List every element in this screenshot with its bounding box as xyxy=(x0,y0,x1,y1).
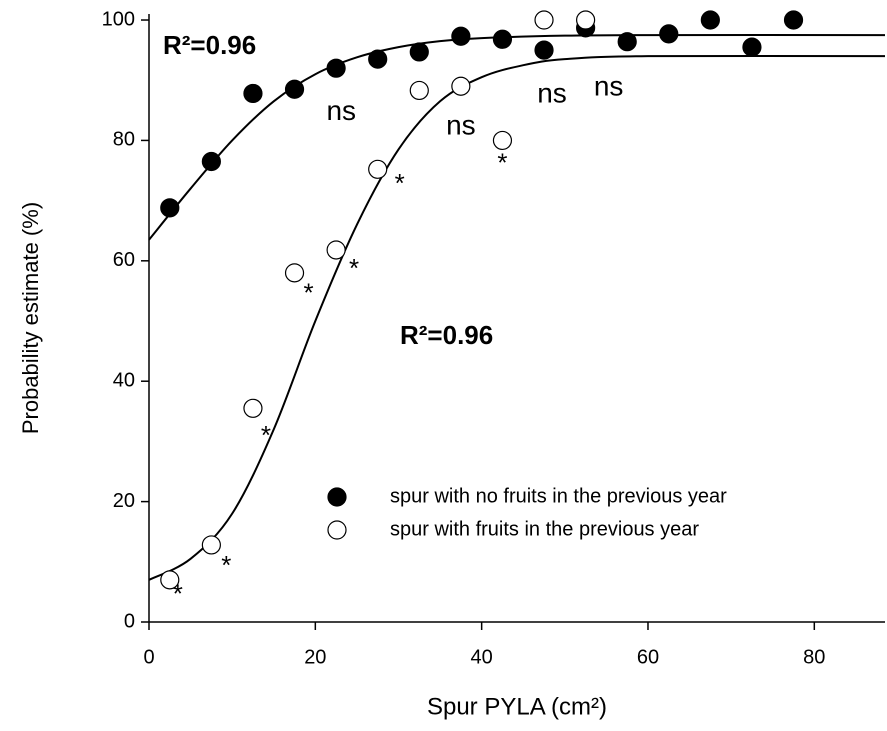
data-point xyxy=(284,263,305,283)
data-point xyxy=(409,80,429,101)
y-tick-label: 100 xyxy=(102,8,135,30)
annotation: R²=0.96 xyxy=(163,30,256,60)
significance-label: ns xyxy=(594,70,624,101)
annotation: R²=0.96 xyxy=(400,320,493,350)
data-point xyxy=(492,130,513,151)
significance-label: ns xyxy=(537,77,567,108)
data-point xyxy=(783,10,804,30)
data-point xyxy=(617,32,637,52)
y-tick-label: 0 xyxy=(124,610,135,632)
significance-label: * xyxy=(349,253,359,283)
significance-label: * xyxy=(173,579,183,609)
significance-label: * xyxy=(261,420,271,450)
data-point xyxy=(451,76,471,96)
data-point xyxy=(201,535,221,555)
x-tick-label: 20 xyxy=(304,646,326,668)
significance-label: * xyxy=(303,278,313,308)
data-point xyxy=(534,10,554,30)
y-tick-label: 80 xyxy=(113,129,135,151)
legend-label: spur with no fruits in the previous year xyxy=(390,485,727,507)
data-point xyxy=(534,40,554,60)
significance-label: * xyxy=(221,550,231,580)
x-axis-label: Spur PYLA (cm²) xyxy=(427,693,607,720)
x-tick-label: 40 xyxy=(471,646,493,668)
y-tick-label: 20 xyxy=(113,490,135,512)
data-point xyxy=(243,398,263,418)
data-point xyxy=(160,198,180,218)
data-point xyxy=(284,79,305,99)
data-point xyxy=(409,42,429,62)
data-point xyxy=(576,10,596,30)
significance-label: ns xyxy=(326,95,356,126)
data-point xyxy=(368,49,388,69)
data-point xyxy=(700,10,720,30)
legend-marker xyxy=(327,487,347,507)
y-axis-label: Probability estimate (%) xyxy=(18,202,43,434)
x-tick-label: 0 xyxy=(143,646,154,668)
data-point xyxy=(659,24,679,44)
data-point xyxy=(201,151,221,172)
significance-label: ns xyxy=(446,110,476,141)
data-point xyxy=(742,37,762,57)
significance-label: * xyxy=(497,147,507,177)
legend-label: spur with fruits in the previous year xyxy=(390,518,699,540)
data-point xyxy=(243,83,263,104)
fit-curve xyxy=(148,54,886,581)
x-tick-label: 80 xyxy=(803,646,825,668)
data-point xyxy=(451,26,471,46)
data-point xyxy=(160,570,180,590)
legend-marker xyxy=(327,520,347,540)
data-point xyxy=(326,58,346,78)
x-tick-label: 60 xyxy=(637,646,659,668)
data-point xyxy=(492,29,513,49)
significance-label: * xyxy=(395,168,405,198)
data-point xyxy=(326,240,346,260)
y-tick-label: 40 xyxy=(113,369,135,391)
data-point xyxy=(368,159,388,179)
y-tick-label: 60 xyxy=(113,249,135,271)
